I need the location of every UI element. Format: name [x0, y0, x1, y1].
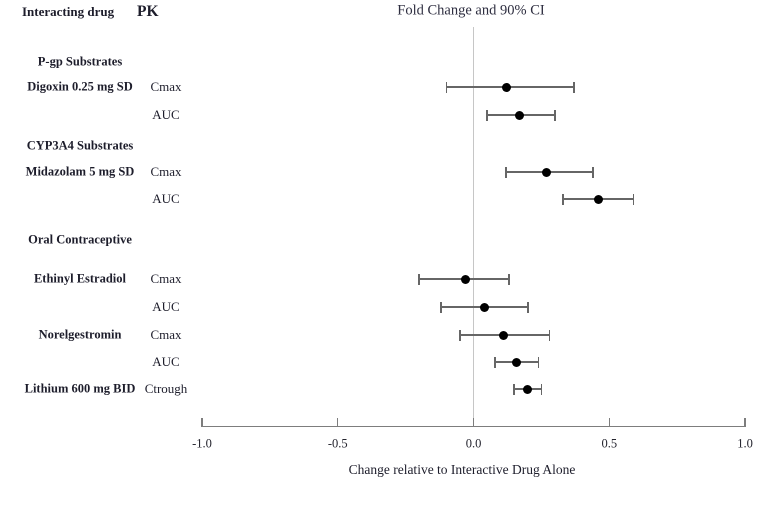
column-header-interacting-drug: Interacting drug — [22, 4, 115, 19]
group-header-label: P-gp Substrates — [37, 54, 123, 69]
x-tick-label: -0.5 — [327, 436, 348, 451]
x-tick — [337, 418, 339, 427]
point-marker — [512, 357, 522, 367]
drug-label: Digoxin 0.25 mg SD — [27, 79, 133, 94]
point-marker — [542, 167, 552, 177]
drug-label: Ethinyl Estradiol — [33, 271, 127, 286]
point-marker — [593, 194, 603, 204]
ci-cap-left — [418, 273, 420, 285]
x-tick-label: 1.0 — [737, 436, 753, 451]
ci-cap-right — [527, 301, 529, 313]
pk-parameter-label: Cmax — [150, 79, 182, 94]
zero-reference-line — [472, 27, 475, 427]
drug-label: Lithium 600 mg BID — [24, 381, 136, 396]
pk-parameter-label: Cmax — [150, 327, 182, 342]
drug-label: Midazolam 5 mg SD — [25, 164, 135, 179]
ci-cap-right — [507, 273, 510, 285]
chart-title: Fold Change and 90% CI — [397, 2, 545, 19]
column-header-pk: PK — [137, 3, 159, 20]
x-tick — [608, 418, 610, 427]
pk-parameter-label: AUC — [152, 191, 180, 206]
x-tick-label: -1.0 — [192, 436, 212, 451]
point-marker — [498, 330, 508, 340]
pk-parameter-label: Cmax — [150, 164, 182, 179]
ci-cap-left — [445, 81, 448, 93]
ci-cap-right — [632, 193, 635, 205]
x-tick-label: 0.5 — [601, 436, 618, 451]
ci-cap-left — [494, 356, 496, 368]
group-header-label: Oral Contraceptive — [28, 232, 132, 247]
group-header-label: CYP3A4 Substrates — [26, 138, 134, 153]
pk-parameter-label: Cmax — [150, 271, 182, 286]
pk-parameter-label: AUC — [152, 354, 180, 369]
x-tick — [472, 418, 475, 427]
point-marker — [479, 302, 489, 312]
pk-parameter-label: AUC — [152, 299, 180, 314]
pk-parameter-label: Ctrough — [144, 381, 188, 396]
ci-cap-right — [554, 109, 556, 121]
ci-cap-right — [540, 383, 543, 395]
x-tick — [744, 418, 746, 427]
x-tick — [201, 418, 203, 427]
drug-label: Norelgestromin — [38, 327, 122, 342]
ci-cap-left — [513, 383, 516, 395]
x-tick-label: 0.0 — [465, 436, 482, 451]
point-marker — [523, 384, 533, 394]
x-axis-label: Change relative to Interactive Drug Alon… — [348, 462, 576, 477]
point-marker — [460, 274, 470, 284]
point-marker — [515, 110, 525, 120]
pk-parameter-label: AUC — [152, 107, 180, 122]
ci-cap-right — [548, 329, 551, 341]
ci-cap-right — [537, 356, 540, 368]
ci-cap-left — [505, 166, 507, 178]
ci-cap-left — [562, 193, 564, 205]
point-marker — [501, 82, 511, 92]
ci-cap-right — [573, 81, 575, 93]
ci-cap-left — [486, 109, 488, 121]
ci-cap-right — [592, 166, 594, 178]
ci-cap-left — [459, 329, 461, 341]
ci-cap-left — [440, 301, 442, 313]
